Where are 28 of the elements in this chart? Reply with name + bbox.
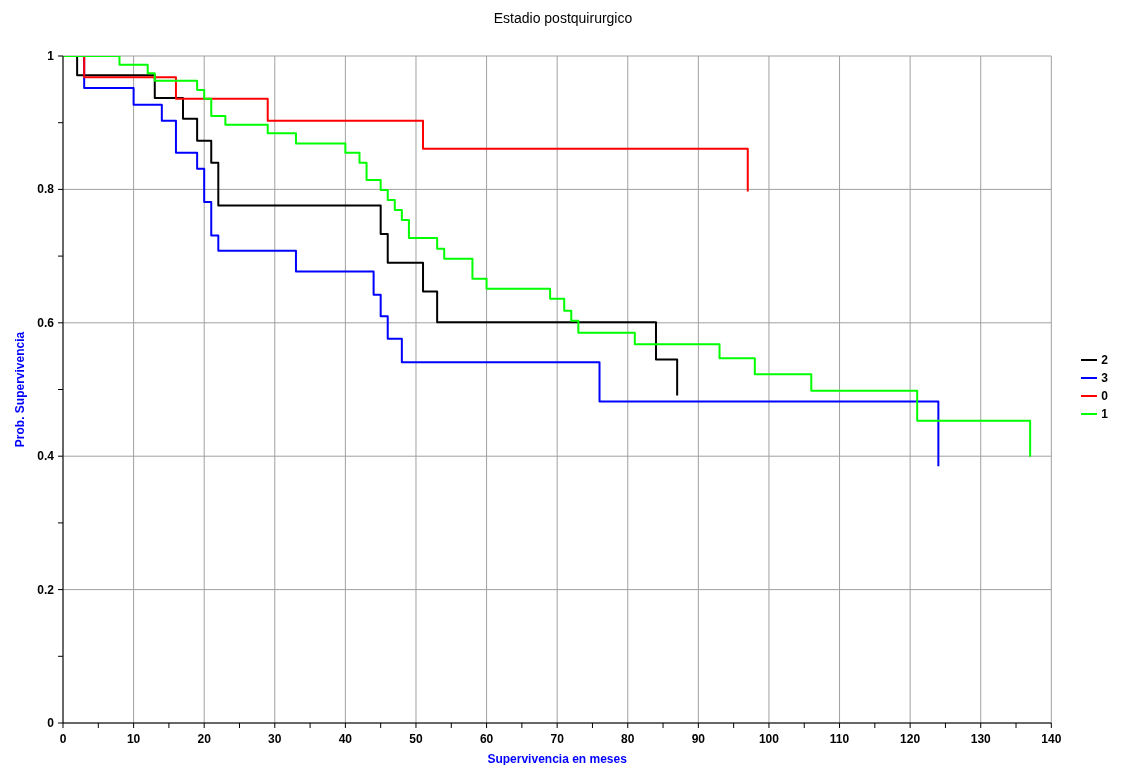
x-tick-label: 140: [1041, 731, 1062, 746]
legend-label: 2: [1101, 351, 1108, 369]
x-tick-label: 20: [197, 731, 212, 746]
legend-label: 1: [1101, 405, 1108, 423]
x-tick-label: 50: [409, 731, 423, 746]
y-tick-label: 0.8: [37, 182, 55, 197]
x-tick-label: 100: [758, 731, 780, 746]
y-tick-label: 0.4: [37, 449, 55, 464]
y-tick-label: 0: [47, 716, 55, 730]
chart-title: Estadio postquirurgico: [492, 10, 634, 26]
y-tick-label: 0.2: [37, 582, 55, 597]
legend-label: 0: [1101, 387, 1108, 405]
x-tick-label: 60: [479, 731, 494, 746]
y-tick-label: 0.6: [37, 315, 55, 330]
x-axis-title: Supervivencia en meses: [487, 752, 628, 766]
x-tick-label: 40: [338, 731, 353, 746]
y-axis-title: Prob. Supervivencia: [13, 331, 27, 448]
x-tick-label: 80: [621, 731, 635, 746]
x-tick-label: 70: [550, 731, 565, 746]
x-tick-label: 110: [829, 731, 850, 746]
x-tick-label: 120: [900, 731, 921, 746]
x-tick-label: 30: [268, 731, 282, 746]
x-tick-label: 10: [126, 731, 141, 746]
x-tick-label: 0: [59, 731, 67, 746]
x-tick-label: 130: [970, 731, 992, 746]
legend-label: 3: [1101, 369, 1108, 387]
x-tick-label: 90: [691, 731, 706, 746]
y-tick-label: 1: [47, 49, 55, 63]
